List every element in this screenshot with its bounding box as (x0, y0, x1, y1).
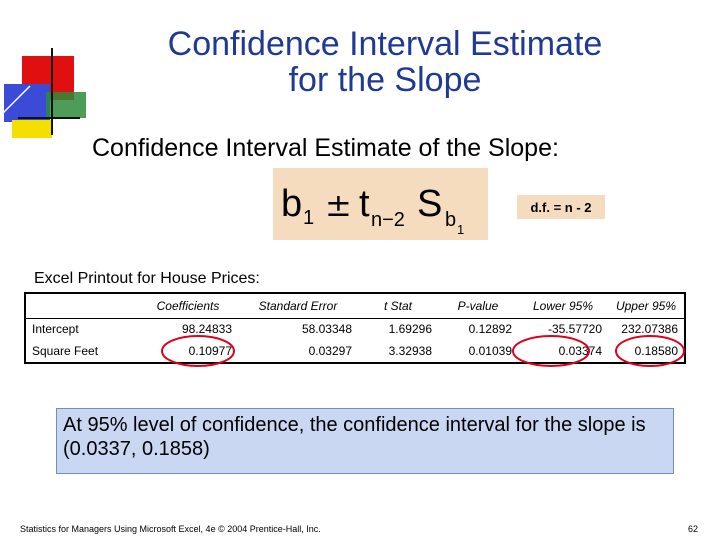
conclusion-box: At 95% level of confidence, the confiden… (56, 408, 674, 474)
title-line-1: Confidence Interval Estimate (167, 25, 603, 63)
table-header-row: Coefficients Standard Error t Stat P-val… (26, 294, 684, 318)
formula-t: t (359, 183, 370, 225)
cell: 0.12892 (468, 322, 512, 337)
cell: 1.69296 (388, 322, 432, 337)
cell: 58.03348 (301, 322, 352, 337)
header-standard-error: Standard Error (258, 298, 338, 313)
cell: 0.03374 (558, 344, 602, 358)
cell: 98.24833 (181, 322, 232, 337)
header-upper-95: Upper 95% (615, 298, 677, 313)
subtitle: Confidence Interval Estimate of the Slop… (92, 134, 559, 162)
regression-table: Coefficients Standard Error t Stat P-val… (24, 292, 686, 364)
degrees-of-freedom-box: d.f. = n - 2 (517, 195, 605, 219)
formula-t-sub: n−2 (371, 209, 405, 231)
footer-copyright: Statistics for Managers Using Microsoft … (20, 524, 321, 534)
formula-svg: b 1 ± t n−2 S b 1 (281, 183, 464, 237)
cell: Square Feet (32, 344, 99, 358)
formula-s-subsub: 1 (457, 222, 464, 237)
page-number: 62 (687, 524, 698, 534)
cell: 232.07386 (621, 322, 678, 337)
header-empty (26, 294, 138, 318)
cell: 0.03297 (308, 344, 352, 358)
excel-printout-label: Excel Printout for House Prices: (34, 270, 260, 287)
decorative-squares-logo (0, 48, 86, 138)
formula-b-sub: 1 (303, 207, 314, 229)
formula-s: S (417, 183, 442, 225)
header-coefficients: Coefficients (156, 298, 220, 313)
cell: 0.10977 (188, 344, 232, 358)
formula-b: b (281, 183, 302, 225)
title-line-2: for the Slope (288, 61, 482, 99)
formula-box: b 1 ± t n−2 S b 1 (273, 168, 488, 240)
cell: 0.18580 (634, 344, 678, 358)
cell: -35.57720 (547, 322, 602, 337)
cell: 0.01039 (468, 344, 512, 358)
cell: Intercept (32, 322, 79, 337)
table-row: Intercept 98.24833 58.03348 1.69296 0.12… (26, 318, 684, 340)
formula-s-sub: b (445, 209, 456, 231)
cell: 3.32938 (388, 344, 432, 358)
header-lower-95: Lower 95% (532, 298, 594, 313)
header-t-stat: t Stat (383, 298, 412, 313)
formula-plus-minus: ± (325, 186, 352, 224)
slide-title: Confidence Interval Estimate for the Slo… (110, 26, 660, 98)
header-p-value: P-value (457, 298, 499, 313)
table-row: Square Feet 0.10977 0.03297 3.32938 0.01… (26, 340, 684, 362)
